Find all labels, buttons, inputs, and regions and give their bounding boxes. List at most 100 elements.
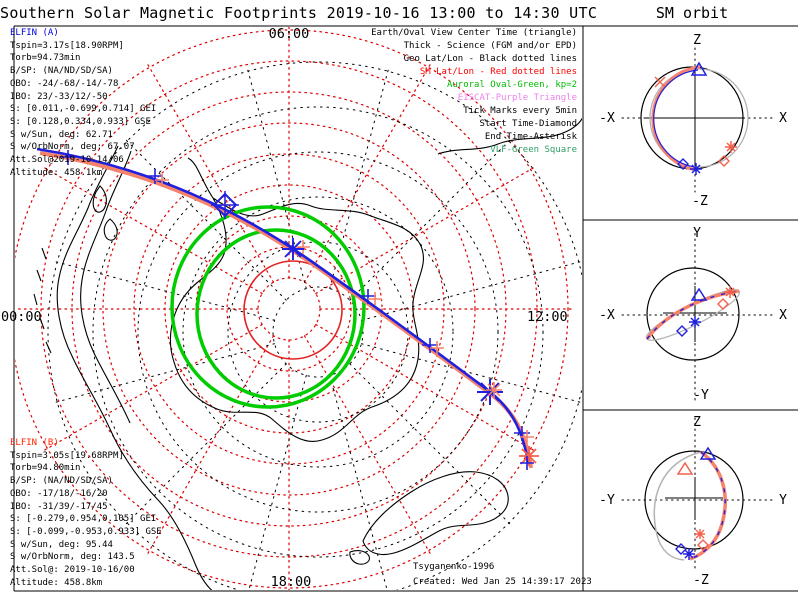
end-asterisk-blue-1 xyxy=(690,163,702,175)
end-time-asterisk-b xyxy=(519,446,539,466)
axis-label: Z xyxy=(693,415,701,430)
legend-line: EISCAT-Purple Triangle xyxy=(457,93,577,103)
center-time-triangle-1 xyxy=(690,61,708,76)
info-line: OBO: -17/18/-16/20 xyxy=(10,488,108,499)
axis-label: X xyxy=(779,308,787,323)
end-time-asterisk-a xyxy=(477,379,503,405)
australia-outline xyxy=(362,471,509,556)
info-line: IBO: 23/-33/12/-50 xyxy=(10,91,108,102)
elfin-b-info-block: ELFIN (B) Tspin=3.05s[19.68RPM] Torb=94.… xyxy=(10,437,162,589)
clock-labels: 06:00 00:00 12:00 18:00 xyxy=(1,26,568,590)
legend-block: Earth/Oval View Center Time (triangle) T… xyxy=(371,27,577,157)
axis-label: -Y xyxy=(599,493,615,508)
credits-block: Tsyganenko-1996 Created: Wed Jan 25 14:3… xyxy=(413,560,592,589)
end-asterisk-a-overlay xyxy=(486,382,502,398)
info-line: Torb=94.73min xyxy=(10,53,81,64)
legend-line: Geo Lat/Lon - Black dotted lines xyxy=(403,54,577,64)
track-tick-marks-b xyxy=(155,174,534,444)
elfin-a-title: ELFIN (A) xyxy=(10,28,59,38)
info-line: Tspin=3.17s[18.90RPM] xyxy=(10,40,124,51)
orbit-a-arc-1 xyxy=(653,69,699,168)
end-asterisk-red-2 xyxy=(724,286,736,298)
info-line: B/SP: (NA/ND/SD/SA) xyxy=(10,66,113,77)
axis-label: Y xyxy=(779,493,787,508)
info-line: Att.Sol@: 2019-10-16/00 xyxy=(10,565,135,576)
elfin-b-track xyxy=(39,151,533,469)
elfin-a-track xyxy=(36,147,530,465)
end-asterisk-red-1 xyxy=(725,141,737,153)
created-label: Created: Wed Jan 25 14:39:17 2023 xyxy=(413,576,592,587)
info-line: S: [-0.099,-0.953,0.933] GSE xyxy=(10,526,162,537)
info-line: S w/Sun, deg: 95.44 xyxy=(10,539,113,550)
sm-lat-lon-grid xyxy=(15,27,572,590)
legend-line: End Time-Asterisk xyxy=(484,132,577,142)
info-line: S w/Sun, deg: 62.71 xyxy=(10,129,113,140)
legend-line: SM Lat/Lon - Red dotted lines xyxy=(419,67,577,77)
legend-line: VLF-Green Square xyxy=(490,145,577,155)
geo-lat-lon-grid xyxy=(47,61,582,590)
info-line: Altitude: 458.1km xyxy=(10,167,103,178)
orbit-gray-3 xyxy=(653,451,702,561)
start-diamond-blue-3 xyxy=(675,543,687,555)
start-diamond-red-1 xyxy=(718,155,730,167)
info-line: OBO: -24/-68/-14/-78 xyxy=(10,78,119,89)
legend-line: Earth/Oval View Center Time (triangle) xyxy=(371,28,577,38)
orbit-b-tick-1 xyxy=(654,76,666,88)
axis-label: -Z xyxy=(692,194,708,209)
clock-label-right: 12:00 xyxy=(527,309,568,325)
info-line: S w/OrbNorm, deg: 67.07 xyxy=(10,142,135,153)
center-time-triangle-red-3 xyxy=(676,461,694,475)
new-zealand xyxy=(92,185,118,241)
elfin-b-title: ELFIN (B) xyxy=(10,438,59,448)
start-diamond-red-2 xyxy=(717,298,729,310)
orbit-a-arc-3 xyxy=(689,451,726,560)
south-america-coast xyxy=(56,145,213,590)
legend-line: Start Time-Diamond xyxy=(479,119,577,129)
info-line: B/SP: (NA/ND/SD/SA) xyxy=(10,476,113,487)
legend-line: Tick Marks every 5min xyxy=(463,106,577,116)
auroral-oval xyxy=(170,205,366,409)
sm-orbit-panel-yz: Z -Z -Y Y xyxy=(599,415,787,588)
andes-marks xyxy=(33,247,52,354)
axis-label: -X xyxy=(599,111,615,126)
elfin-a-info-block: ELFIN (A) Tspin=3.17s[18.90RPM] Torb=94.… xyxy=(10,27,156,179)
start-diamond-blue-2 xyxy=(676,325,688,337)
orbit-b-arc-1 xyxy=(651,65,701,172)
center-time-triangle-blue-3 xyxy=(699,446,717,460)
start-time-diamond xyxy=(211,191,239,219)
axis-label: X xyxy=(779,111,787,126)
axis-label: Y xyxy=(693,226,701,241)
sm-orbit-panel-xz: Z -Z -X X xyxy=(599,33,787,209)
axis-label: -Z xyxy=(693,573,709,588)
info-line: Att.Sol@2019-10-14/06 xyxy=(10,155,124,166)
end-asterisk-red-3 xyxy=(695,529,705,539)
info-line: IBO: -31/39/-17/45 xyxy=(10,501,108,512)
info-line: S w/OrbNorm, deg: 143.5 xyxy=(10,552,135,563)
clock-label-top: 06:00 xyxy=(269,26,310,42)
tasmania-outline xyxy=(349,550,370,565)
axis-label: -X xyxy=(599,308,615,323)
sm-orbit-title: SM orbit xyxy=(655,4,729,22)
page-title: Southern Solar Magnetic Footprints 2019-… xyxy=(0,4,598,22)
axis-label: -Y xyxy=(693,388,709,403)
legend-line: Thick - Science (FGM and/or EPD) xyxy=(403,41,577,51)
start-diamond-red-3 xyxy=(697,539,709,551)
plot-frame xyxy=(13,25,798,592)
red-boundary-circle xyxy=(243,260,343,360)
antarctic-peninsula xyxy=(187,157,214,199)
sm-orbit-panel-xy: Y -Y -X X xyxy=(599,226,787,403)
elfin-a-asterisk xyxy=(282,238,304,260)
info-line: Tspin=3.05s[19.68RPM] xyxy=(10,450,124,461)
center-time-triangle-2 xyxy=(690,287,708,301)
info-line: S: [0.128,0.334,0.933] GSE xyxy=(10,116,151,127)
clock-label-left: 00:00 xyxy=(1,309,42,325)
track-tick-marks xyxy=(60,150,530,441)
africa-south-coast xyxy=(437,117,582,155)
info-line: Altitude: 458.8km xyxy=(10,577,103,588)
model-label: Tsyganenko-1996 xyxy=(413,562,495,572)
legend-line: Auroral Oval-Green, kp=2 xyxy=(446,80,577,90)
end-asterisk-blue-3 xyxy=(683,548,695,560)
end-b-blue-tick xyxy=(520,456,534,470)
